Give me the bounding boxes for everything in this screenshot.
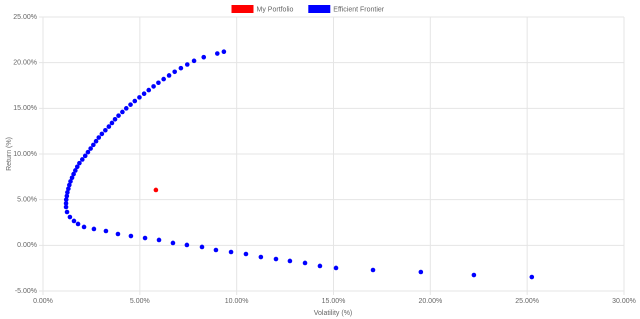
x-tick-label: 20.00%	[418, 298, 442, 305]
point	[106, 124, 112, 129]
point	[471, 272, 477, 278]
point	[66, 186, 71, 192]
point	[91, 226, 97, 232]
point	[142, 235, 148, 241]
point	[80, 157, 85, 162]
y-tick-label: 15.00%	[13, 105, 37, 112]
x-tick-label: 5.00%	[130, 298, 150, 305]
point	[112, 116, 118, 122]
y-axis-title: Return (%)	[6, 137, 13, 171]
y-tick-label: 5.00%	[17, 197, 37, 204]
point	[67, 214, 73, 220]
point	[85, 149, 91, 155]
y-tick-label: 10.00%	[13, 151, 37, 158]
x-tick-label: 30.00%	[612, 298, 636, 305]
x-tick-label: 25.00%	[515, 298, 539, 305]
y-tick-label: -5.00%	[15, 288, 37, 295]
point	[199, 244, 205, 250]
point	[166, 73, 172, 78]
point	[63, 197, 69, 202]
point	[228, 249, 234, 255]
point	[115, 231, 121, 237]
point	[418, 269, 424, 275]
point	[96, 135, 102, 140]
point	[132, 98, 138, 104]
point	[215, 51, 220, 56]
point	[64, 209, 70, 215]
point	[77, 160, 82, 166]
point	[82, 153, 88, 159]
point	[243, 251, 249, 257]
point	[93, 138, 99, 144]
point	[71, 171, 76, 177]
point	[172, 69, 177, 75]
legend-swatch	[308, 5, 331, 13]
point	[91, 142, 96, 148]
point	[74, 164, 80, 170]
point	[153, 187, 159, 193]
point	[213, 247, 219, 253]
legend-label: My Portfolio	[257, 6, 294, 13]
point	[68, 179, 73, 184]
point	[201, 54, 207, 60]
legend-label: Efficient Frontier	[333, 6, 385, 13]
y-tick-label: 25.00%	[13, 14, 37, 21]
point	[116, 113, 121, 118]
point	[99, 131, 105, 137]
point	[88, 146, 93, 151]
point	[109, 120, 115, 126]
point	[184, 242, 190, 248]
point	[161, 76, 166, 82]
point	[64, 193, 70, 199]
point	[317, 263, 323, 269]
point	[529, 274, 535, 280]
x-axis-title: Volatility (%)	[314, 310, 353, 317]
point	[137, 95, 142, 100]
point	[75, 221, 81, 227]
y-tick-label: 20.00%	[13, 60, 37, 67]
point	[123, 106, 129, 111]
point	[273, 256, 279, 262]
point	[103, 228, 109, 234]
point	[258, 254, 264, 260]
point	[71, 218, 77, 224]
x-tick-label: 15.00%	[322, 298, 346, 305]
point	[63, 204, 69, 210]
point	[287, 258, 293, 264]
point	[302, 260, 308, 266]
point	[120, 109, 125, 115]
x-tick-label: 0.00%	[33, 298, 53, 305]
point	[156, 80, 161, 86]
point	[103, 127, 108, 133]
y-tick-label: 0.00%	[17, 242, 37, 249]
point	[170, 240, 176, 246]
point	[69, 175, 75, 181]
point	[370, 267, 376, 273]
point	[184, 62, 190, 67]
point	[73, 168, 78, 173]
point	[67, 182, 72, 188]
point	[81, 224, 87, 230]
point	[141, 91, 147, 97]
point	[191, 58, 197, 64]
legend-swatch	[231, 5, 254, 13]
point	[128, 233, 134, 239]
point	[156, 237, 162, 243]
point	[221, 49, 227, 55]
point	[151, 84, 156, 89]
point	[178, 65, 184, 71]
x-tick-label: 10.00%	[225, 298, 249, 305]
point	[63, 201, 69, 206]
point	[65, 190, 70, 195]
point	[128, 102, 133, 107]
point	[146, 87, 152, 93]
point	[333, 265, 339, 271]
